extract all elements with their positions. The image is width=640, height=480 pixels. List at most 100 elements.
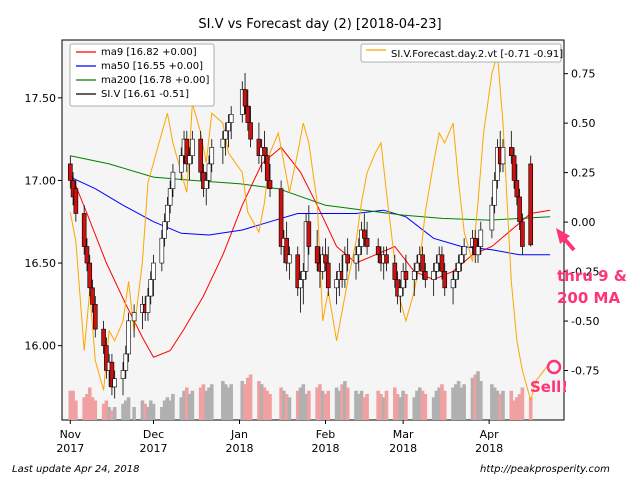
candle-body: [167, 188, 173, 206]
candle-body: [209, 147, 215, 165]
volume-bar: [354, 390, 358, 420]
candle-body: [264, 155, 270, 181]
x-tick-label-year: 2018: [389, 442, 417, 455]
candle-body: [203, 180, 209, 189]
y-right-tick-label: 0.25: [571, 167, 596, 180]
annotations: thru 9 & 200 MA Sell!: [530, 228, 627, 396]
volume-bar: [226, 387, 231, 420]
candle-body: [81, 213, 87, 247]
volume-bar: [454, 384, 458, 420]
candle-body: [104, 345, 109, 371]
candle-body: [356, 246, 362, 256]
volume-bar: [501, 390, 505, 420]
candle-body: [423, 271, 428, 280]
candlesticks: [68, 73, 534, 399]
candle-body: [68, 163, 73, 181]
candle-body: [345, 254, 350, 264]
volume-bar: [221, 381, 225, 420]
annotation-arrow-head: [556, 228, 570, 244]
volume-bar: [384, 390, 389, 420]
candle-body: [364, 237, 370, 247]
volume-bar: [187, 394, 192, 420]
volume-bar: [437, 387, 441, 420]
volume-bar: [456, 381, 461, 420]
legend-right-label: SI.V.Forecast.day.2.vt [-0.71 -0.91]: [391, 49, 563, 60]
x-tick-label-year: 2018: [475, 442, 503, 455]
candle-body: [300, 271, 306, 280]
candle-body: [492, 180, 497, 206]
volume-bar: [415, 390, 419, 420]
candle-body: [375, 246, 381, 256]
volume-bar: [417, 387, 422, 420]
legend-left: ma9 [16.82 +0.00] ma50 [16.55 +0.00] ma200…: [69, 43, 215, 107]
candle-body: [439, 254, 445, 272]
candle-body: [398, 287, 403, 297]
volume-bar: [282, 390, 286, 420]
x-tick-label-month: Apr: [480, 428, 500, 441]
volume-bar: [398, 397, 403, 420]
volume-bar: [123, 400, 128, 420]
candle-body: [434, 262, 439, 272]
volume-bar: [442, 390, 447, 420]
legend-right: SI.V.Forecast.day.2.vt [-0.71 -0.91]: [360, 43, 563, 63]
candle-body: [384, 254, 389, 264]
volume-bar: [320, 390, 325, 420]
volume-bar: [243, 384, 247, 420]
volume-bar: [257, 381, 261, 420]
volume-bar: [470, 377, 475, 420]
candle-body: [262, 147, 267, 156]
y-left-tick-label: 16.50: [25, 257, 57, 270]
series-line-1: [70, 176, 551, 256]
legend-left-label: SI.V [16.61 -0.51]: [101, 89, 189, 100]
candle-body: [165, 204, 170, 223]
volume-bar: [512, 400, 516, 420]
candle-body: [220, 138, 226, 148]
candle-body: [170, 171, 176, 189]
footer-last-update: Last update Apr 24, 2018: [12, 464, 139, 475]
volume-bar: [393, 387, 397, 420]
volume-bar: [185, 387, 189, 420]
candle-body: [187, 155, 192, 165]
candle-body: [226, 122, 231, 132]
forecast-series-line: [69, 53, 551, 403]
candle-body: [511, 155, 517, 181]
candle-body: [456, 262, 461, 272]
candle-body: [334, 279, 339, 289]
volume-bar: [85, 394, 89, 420]
volume-bar: [240, 381, 245, 420]
volume-bar: [431, 397, 436, 420]
volume-bar: [246, 377, 250, 420]
volume-bar: [315, 387, 319, 420]
volume-bar: [287, 397, 292, 420]
candle-body: [489, 204, 495, 231]
volume-bar: [93, 400, 98, 420]
volume-bar: [462, 384, 466, 420]
volume-bar: [359, 390, 364, 420]
volume-bar: [107, 407, 111, 420]
candle-body: [298, 279, 303, 289]
candle-body: [223, 130, 228, 140]
x-tick-label-month: Feb: [316, 428, 335, 441]
volume-bar: [171, 394, 175, 420]
volume-bar: [259, 384, 264, 420]
volume-bar: [262, 387, 267, 420]
volume-bar: [74, 400, 78, 420]
moving-average-lines: [69, 146, 551, 358]
candle-body: [475, 246, 481, 256]
volume-bar: [318, 384, 322, 420]
volume-bar: [492, 387, 497, 420]
candle-body: [500, 147, 506, 165]
volume-bar: [298, 387, 303, 420]
legend-left-label: ma9 [16.82 +0.00]: [101, 47, 197, 58]
volume-bars: [68, 371, 533, 420]
volume-bar: [148, 400, 153, 420]
volume-bar: [204, 390, 209, 420]
volume-bar: [476, 371, 480, 420]
candle-body: [190, 138, 195, 156]
volume-bar: [498, 394, 503, 420]
candle-body: [459, 254, 464, 264]
candle-body: [306, 221, 312, 247]
y-right-tick-label: -0.75: [571, 365, 599, 378]
forecast-line: [69, 53, 551, 403]
volume-bar: [165, 397, 170, 420]
